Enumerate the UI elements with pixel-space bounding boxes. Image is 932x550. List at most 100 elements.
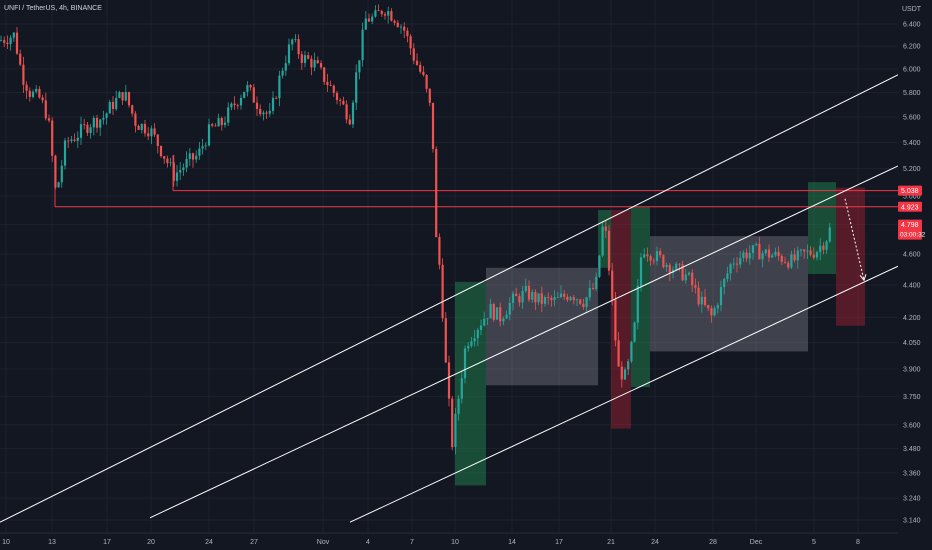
channel-line [0, 74, 899, 523]
candle-body [518, 296, 521, 303]
candle-body [579, 299, 582, 304]
candle-body [422, 71, 425, 75]
candle-body [351, 102, 355, 125]
candle-body [639, 257, 643, 286]
candle-body [300, 54, 303, 63]
x-tick-label: 4 [366, 539, 370, 546]
candle-body [348, 119, 351, 125]
candle-body [166, 158, 169, 164]
candle-body [595, 276, 598, 289]
candle-body [374, 10, 377, 17]
candle-body [806, 250, 809, 252]
candle-body [377, 10, 380, 12]
candle-body [367, 18, 371, 22]
candle-body [569, 297, 572, 300]
y-tick-label: 4.050 [903, 340, 921, 347]
candle-body [700, 296, 703, 305]
candle-body [771, 255, 774, 258]
candle-body [223, 122, 227, 126]
x-tick-label: 5 [812, 539, 816, 546]
candle-body [655, 251, 659, 262]
candle-body [143, 123, 147, 134]
candle-body [182, 167, 185, 171]
candle-body [572, 297, 575, 301]
x-tick-label: 24 [651, 539, 659, 546]
candle-body [211, 124, 214, 126]
horizontal-levels [54, 155, 898, 208]
candle-body [355, 72, 358, 103]
candle-body [415, 60, 419, 65]
candle-body [550, 297, 553, 301]
candle-body [684, 274, 687, 281]
candle-body [227, 107, 230, 123]
y-tick-label: 3.900 [903, 367, 921, 374]
candle-body [399, 26, 403, 28]
time-axis-bg [0, 533, 932, 550]
candle-body [502, 318, 505, 322]
candle-body [284, 63, 287, 71]
candle-body [297, 39, 300, 55]
candle-body [89, 127, 92, 133]
candle-body [495, 307, 499, 320]
candle-body [662, 255, 665, 268]
candle-body [259, 108, 262, 115]
candle-body [51, 120, 54, 156]
candle-body [783, 261, 787, 263]
zone-long [455, 281, 486, 486]
x-tick-label: 28 [709, 539, 717, 546]
candle-body [582, 303, 585, 307]
candle-body [447, 362, 451, 399]
candle-body [63, 140, 67, 166]
y-tick-label: 6.000 [903, 66, 921, 73]
candle-body [668, 264, 671, 274]
candle-body [316, 60, 319, 64]
candle-body [425, 74, 428, 89]
price-badge-label: 4.923 [901, 204, 919, 211]
candle-body [588, 288, 591, 298]
candle-body [339, 100, 342, 101]
candle-body [67, 140, 70, 142]
x-tick-label: 27 [250, 539, 258, 546]
zone-short [836, 187, 865, 326]
candle-body [47, 118, 51, 121]
x-tick-label: 20 [147, 539, 155, 546]
candle-body [470, 341, 473, 346]
zone-range [650, 236, 808, 352]
candle-body [755, 243, 758, 246]
candle-body [246, 84, 249, 92]
candle-body [643, 254, 646, 258]
y-tick-label: 3.480 [903, 446, 921, 453]
candle-body [95, 117, 99, 128]
candle-body [543, 297, 547, 304]
price-badge-label: 5.038 [901, 188, 919, 195]
candle-body [3, 40, 6, 43]
x-tick-label: 14 [508, 539, 516, 546]
candle-body [499, 307, 502, 322]
candle-body [111, 102, 115, 109]
candle-body [217, 118, 220, 127]
candle-body [739, 257, 742, 265]
candle-body [313, 60, 316, 68]
candle-body [281, 70, 284, 76]
candle-body [652, 260, 655, 262]
candle-body [809, 250, 812, 255]
projection-arrowhead [859, 274, 867, 282]
candle-body [396, 22, 399, 27]
candle-body [614, 299, 617, 341]
candle-body [76, 137, 79, 141]
candle-body [611, 270, 614, 300]
candle-body [131, 105, 134, 114]
candle-body [380, 10, 383, 15]
candle-body [326, 81, 329, 86]
candle-body [681, 264, 684, 281]
candle-body [492, 304, 495, 320]
candle-body [479, 325, 483, 330]
candle-body [623, 369, 627, 380]
candle-body [566, 296, 569, 300]
candle-body [271, 97, 275, 111]
candle-body [790, 254, 793, 268]
position-zones [455, 182, 865, 486]
candle-body [163, 156, 166, 159]
price-badge-label: 4.798 [901, 222, 919, 229]
